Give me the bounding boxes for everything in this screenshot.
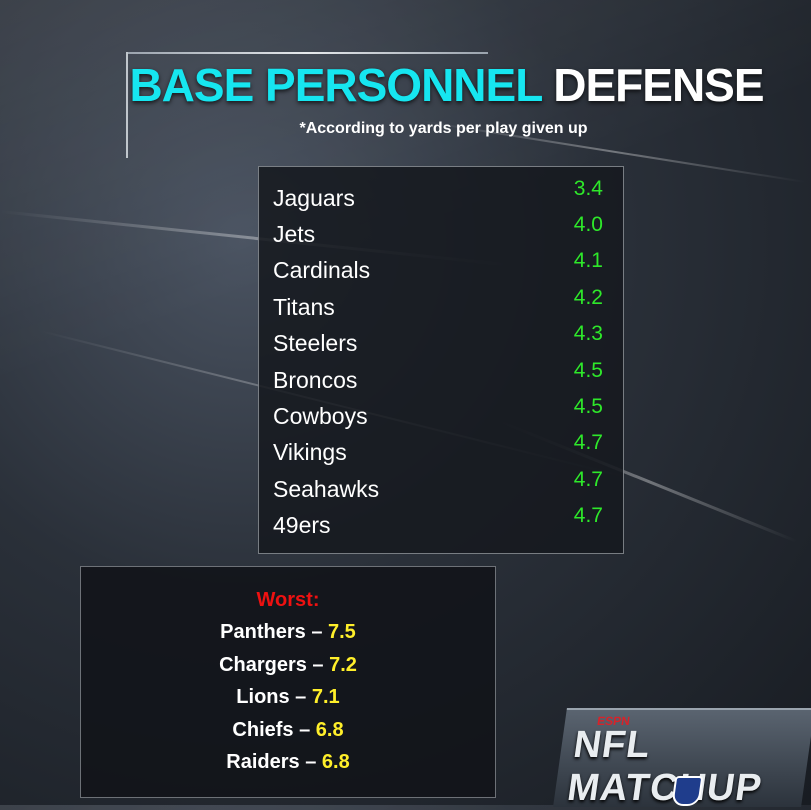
team-value: 4.3 [573, 322, 603, 345]
list-item: Cowboys 4.5 [273, 395, 613, 439]
team-value: 7.1 [311, 686, 340, 708]
worst-label: Worst: [256, 589, 320, 611]
list-item: Titans 4.2 [273, 286, 613, 330]
team-value: 7.2 [329, 654, 357, 676]
team-value: 3.4 [573, 177, 603, 200]
team-name: Vikings [273, 439, 347, 465]
title-part-1: BASE PERSONNEL [129, 59, 542, 111]
team-name: Lions – [236, 686, 312, 708]
team-value: 4.7 [573, 504, 603, 527]
team-name: Steelers [273, 330, 358, 356]
list-item: Vikings 4.7 [273, 431, 613, 475]
list-item: Seahawks 4.7 [273, 468, 613, 512]
team-value: 4.1 [573, 249, 603, 272]
page-title: BASE PERSONNEL DEFENSE [0, 58, 811, 112]
list-item: Chiefs – 6.8 [81, 719, 495, 742]
list-item: Panthers – 7.5 [81, 621, 495, 644]
team-name: Chargers – [219, 654, 330, 676]
list-item: Jets 4.0 [273, 213, 613, 257]
team-name: Panthers – [220, 621, 328, 643]
team-value: 4.5 [573, 395, 603, 418]
team-value: 4.0 [573, 213, 603, 236]
list-item: Steelers 4.3 [273, 322, 613, 366]
list-item: Lions – 7.1 [81, 686, 495, 709]
team-name: Broncos [273, 367, 358, 393]
team-name: Jaguars [273, 185, 355, 211]
list-item: Jaguars 3.4 [273, 177, 613, 221]
top-teams-panel: Jaguars 3.4 Jets 4.0 Cardinals 4.1 Titan… [258, 166, 624, 554]
team-name: Raiders – [226, 751, 322, 773]
list-item: Chargers – 7.2 [81, 654, 495, 677]
team-name: Cardinals [273, 257, 371, 283]
team-value: 4.7 [573, 431, 603, 454]
team-name: Titans [273, 294, 335, 320]
title-part-2: DEFENSE [553, 59, 764, 111]
team-value: 6.8 [321, 751, 350, 773]
team-value: 7.5 [328, 621, 356, 643]
page-subtitle: *According to yards per play given up [299, 120, 588, 137]
team-name: Seahawks [273, 476, 380, 502]
nfl-matchup-logo: ESPN NFL MATCHUP [553, 708, 811, 809]
team-name: Cowboys [273, 403, 368, 429]
team-name: 49ers [273, 512, 331, 538]
list-item: Broncos 4.5 [273, 359, 613, 403]
list-item: Cardinals 4.1 [273, 249, 613, 293]
frame-line-top [126, 52, 488, 54]
team-name: Chiefs – [232, 719, 316, 741]
team-name: Jets [273, 221, 316, 247]
frame-line-left [126, 52, 128, 158]
team-value: 6.8 [315, 719, 344, 741]
worst-teams-panel: Worst: Panthers – 7.5 Chargers – 7.2 Lio… [80, 566, 496, 798]
list-item: 49ers 4.7 [273, 504, 613, 548]
team-value: 4.2 [573, 286, 603, 309]
team-value: 4.5 [573, 359, 603, 382]
list-item: Raiders – 6.8 [81, 751, 495, 774]
team-value: 4.7 [573, 468, 603, 491]
